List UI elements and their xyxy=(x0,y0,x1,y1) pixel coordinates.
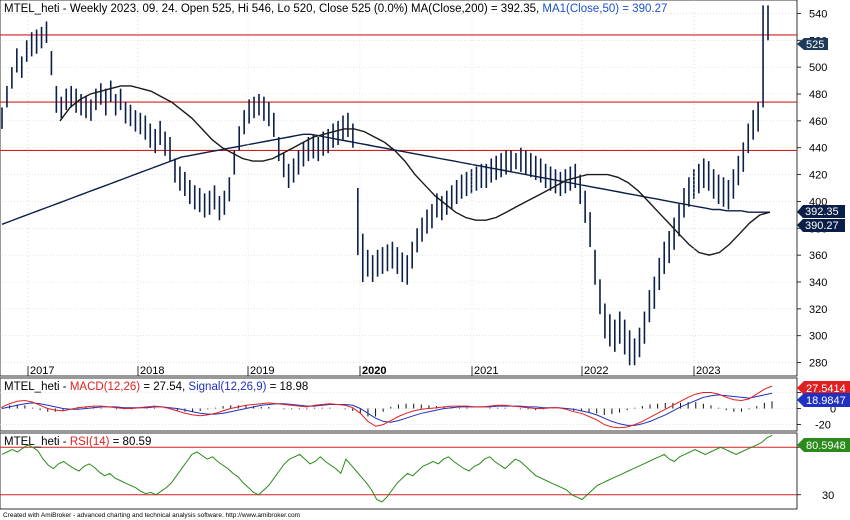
close-badge-label: 525 xyxy=(806,39,824,51)
macd-badge-label: 27.5414 xyxy=(806,383,846,395)
price-y-tick-label: 420 xyxy=(809,170,827,182)
macd-panel: 200-20 MTEL_heti - MACD(12,26) = 27.54, … xyxy=(0,377,850,432)
rsi-plot-area xyxy=(0,432,798,510)
rsi-panel: 7030 MTEL_heti - RSI(14) = 80.59 80.5948 xyxy=(0,432,850,510)
price-title: MTEL_heti - Weekly 2023. 09. 24. Open 52… xyxy=(4,3,667,15)
signal-line xyxy=(1,392,773,426)
price-y-tick-label: 320 xyxy=(809,304,827,316)
rsi-badge-label: 80.5948 xyxy=(806,440,846,452)
price-y-tick-label: 340 xyxy=(809,277,827,289)
year-label: 2019 xyxy=(250,365,274,377)
rsi-title-eq: = 80.59 xyxy=(109,436,151,448)
price-title-ma200: MA(Close,200) = 392.35, xyxy=(408,3,539,15)
price-y-tick-label: 460 xyxy=(809,116,827,128)
macd-line xyxy=(1,385,773,429)
price-title-main: MTEL_heti - Weekly 2023. 09. 24. Open 52… xyxy=(4,3,408,15)
macd-y-tick-label: 0 xyxy=(830,404,836,416)
price-title-ma50: MA1(Close,50) = 390.27 xyxy=(539,3,667,15)
rsi-title-rsi: RSI(14) xyxy=(70,436,110,448)
ma200-badge: 392.35 xyxy=(797,205,845,218)
time-axis: 2017 2018 2019 2020 2021 2022 2023 xyxy=(27,0,720,377)
price-y-axis: 5405205004804604404204003803603403203002… xyxy=(797,8,827,370)
footer-credit: Created with AmiBroker - advanced charti… xyxy=(3,512,300,519)
macd-title: MTEL_heti - MACD(12,26) = 27.54, Signal(… xyxy=(4,381,308,393)
rsi-threshold-lines xyxy=(0,446,797,496)
price-y-tick-label: 440 xyxy=(809,143,827,155)
macd-title-eq1: = 27.54, xyxy=(140,381,188,393)
year-label: 2017 xyxy=(30,365,54,377)
macd-badge: 27.5414 xyxy=(797,381,850,395)
price-y-tick-label: 300 xyxy=(809,331,827,343)
rsi-y-tick-label: 30 xyxy=(822,490,834,502)
ma200-badge-label: 392.35 xyxy=(805,206,839,218)
ma50-badge-label: 390.27 xyxy=(805,220,839,232)
rsi-badge: 80.5948 xyxy=(797,438,850,452)
ma200-line xyxy=(1,133,770,225)
macd-title-eq2: = 18.98 xyxy=(266,381,308,393)
price-y-tick-label: 280 xyxy=(809,358,827,370)
price-y-tick-label: 500 xyxy=(809,62,827,74)
year-label: 2018 xyxy=(140,365,164,377)
year-label: 2021 xyxy=(474,365,498,377)
signal-badge-label: 18.9847 xyxy=(806,395,846,407)
price-panel: 5405205004804604404204003803603403203002… xyxy=(0,0,845,377)
ma50-line xyxy=(59,85,771,256)
macd-title-signal: Signal(12,26,9) xyxy=(188,381,266,393)
macd-y-tick-label: -20 xyxy=(815,420,831,432)
price-y-tick-label: 480 xyxy=(809,89,827,101)
year-label: 2020 xyxy=(362,365,386,377)
rsi-title-main: MTEL_heti - xyxy=(4,436,70,448)
macd-title-macd: MACD(12,26) xyxy=(70,381,140,393)
signal-badge: 18.9847 xyxy=(797,393,850,407)
year-label: 2023 xyxy=(696,365,720,377)
close-badge: 525 xyxy=(797,38,828,51)
price-y-tick-label: 360 xyxy=(809,250,827,262)
rsi-line xyxy=(1,434,773,503)
macd-title-main: MTEL_heti - xyxy=(4,381,70,393)
price-plot-area xyxy=(0,0,798,377)
year-label: 2022 xyxy=(584,365,608,377)
rsi-title: MTEL_heti - RSI(14) = 80.59 xyxy=(4,436,151,448)
price-y-tick-label: 540 xyxy=(809,8,827,20)
ma50-badge: 390.27 xyxy=(797,219,845,232)
